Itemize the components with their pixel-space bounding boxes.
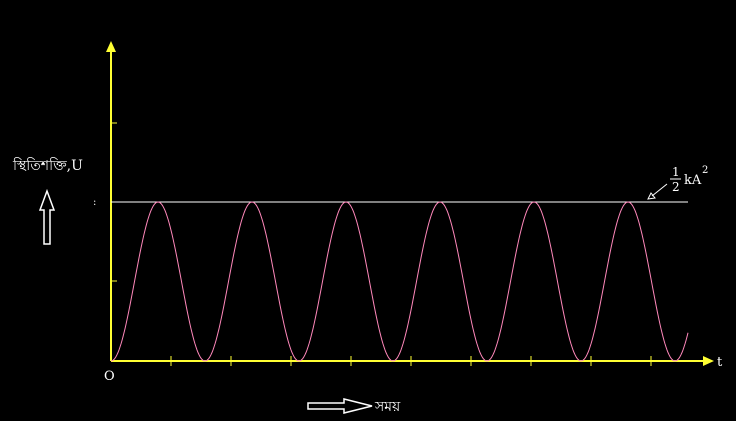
x-axis-arrowhead (703, 356, 714, 366)
ka-text: kA (684, 173, 702, 188)
fraction-numerator: 1 (672, 165, 680, 179)
x-axis-label: সময় (374, 399, 401, 415)
fraction-denominator: 2 (672, 180, 680, 194)
origin-label: O (104, 369, 115, 384)
up-arrow-icon (38, 188, 56, 245)
x-ticks (170, 356, 652, 366)
y-max-marker: : (93, 197, 96, 208)
pointer-arrowhead-icon (647, 192, 656, 200)
potential-energy-curve (110, 201, 689, 362)
right-arrow-icon (307, 398, 373, 414)
max-line-label: 1 2 kA 2 (647, 165, 708, 200)
label-pointer (651, 183, 668, 197)
ka-superscript: 2 (702, 165, 708, 176)
y-axis-arrowhead (106, 41, 116, 52)
t-axis-label: t (717, 355, 723, 370)
y-axis-label: স্থিতিশক্তি,U (12, 157, 83, 174)
